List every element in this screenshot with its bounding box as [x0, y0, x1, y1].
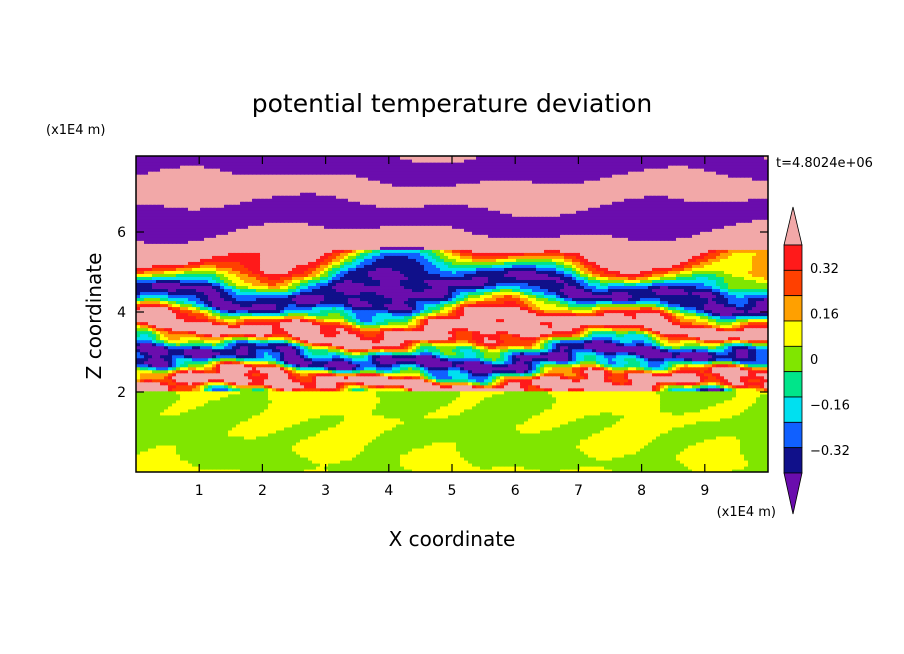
y-unit-label: (x1E4 m) [46, 123, 105, 138]
contour-field [136, 156, 769, 473]
chart-title: potential temperature deviation [252, 89, 652, 118]
time-label: t=4.8024e+06 [776, 156, 873, 171]
